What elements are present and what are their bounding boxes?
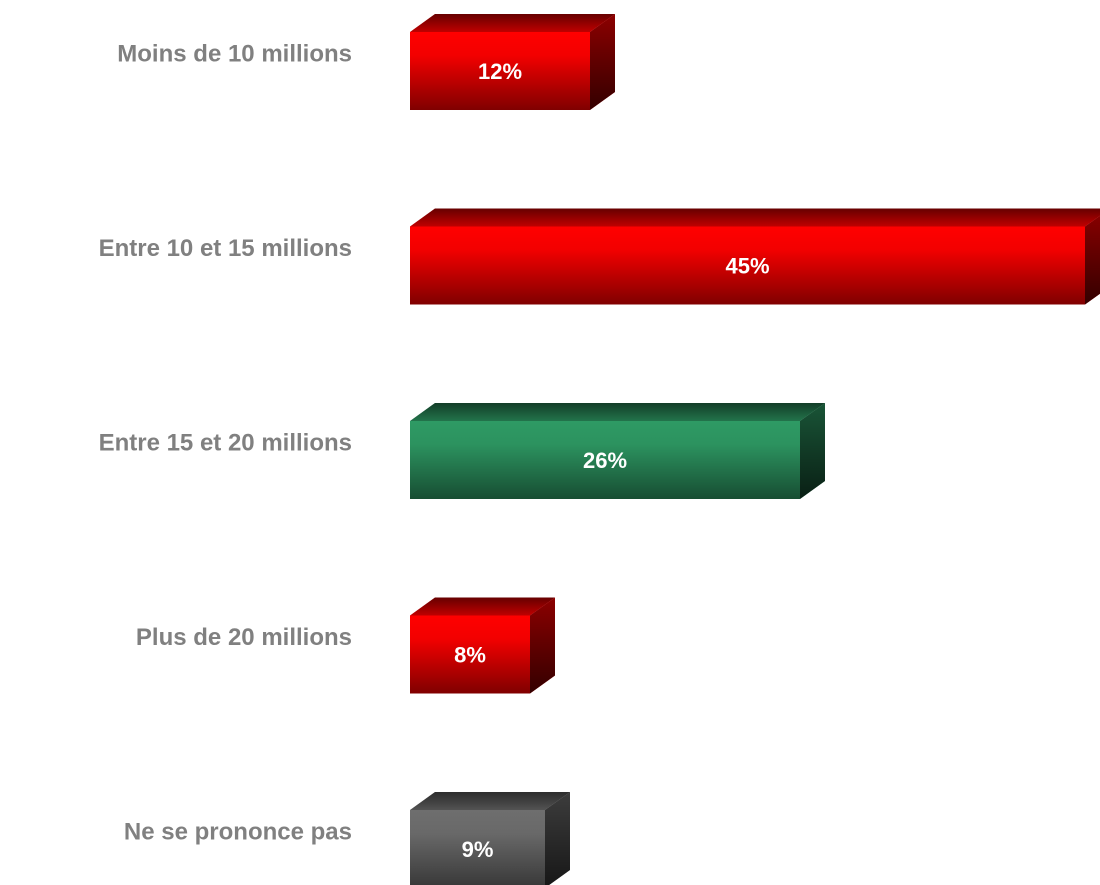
category-label: Plus de 20 millions: [136, 624, 352, 651]
bar-top-shade: [410, 208, 1100, 227]
value-label: 8%: [454, 642, 486, 667]
bar-shade: [410, 810, 545, 885]
value-label: 9%: [462, 837, 494, 862]
bar-side-shade: [530, 597, 555, 694]
bar-side-shade: [800, 403, 825, 499]
bar-shade: [410, 615, 530, 694]
bar-top-shade: [410, 792, 570, 810]
bar-shade: [410, 421, 800, 499]
bar-shade: [410, 226, 1085, 305]
bar-side-shade: [1085, 215, 1100, 305]
category-label: Moins de 10 millions: [117, 40, 352, 67]
category-label: Ne se prononce pas: [124, 818, 352, 845]
bar-side-shade: [590, 14, 615, 110]
bar-side-shade: [545, 792, 570, 885]
bar-top-shade: [410, 403, 825, 421]
category-label: Entre 10 et 15 millions: [99, 235, 352, 262]
bar-top-shade: [410, 14, 615, 32]
bar-top-shade: [410, 597, 555, 616]
value-label: 26%: [583, 448, 627, 473]
value-label: 45%: [725, 253, 769, 278]
value-label: 12%: [478, 59, 522, 84]
bar-shade: [410, 32, 590, 110]
category-label: Entre 15 et 20 millions: [99, 429, 352, 456]
